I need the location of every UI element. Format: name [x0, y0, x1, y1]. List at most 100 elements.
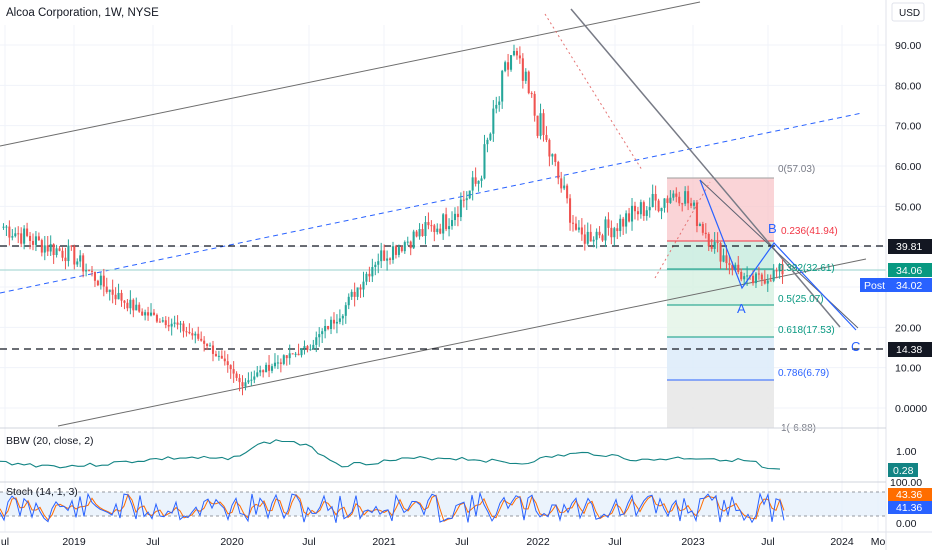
candle-body: [580, 227, 583, 235]
candle-body: [492, 108, 495, 134]
candle-body: [477, 180, 480, 184]
candle-body: [430, 225, 433, 227]
candle-body: [698, 223, 701, 226]
candle-body: [70, 245, 73, 247]
time-label: 2022: [526, 536, 550, 548]
candle-body: [93, 271, 96, 281]
candle-body: [138, 304, 141, 312]
candle-body: [102, 275, 105, 287]
candle-body: [692, 202, 696, 206]
candle-body: [465, 198, 468, 201]
candle-body: [185, 331, 188, 333]
time-label: 2024: [830, 536, 854, 548]
candle-body: [622, 218, 625, 227]
candle-body: [521, 58, 524, 81]
channel-midline[interactable]: [0, 112, 863, 294]
time-axis[interactable]: ul 2019 Jul 2020 Jul 2021 Jul 2022 Jul 2023 Jul 202…: [0, 531, 932, 548]
candle-body: [117, 292, 120, 300]
candle-body: [554, 154, 557, 162]
candle-body: [20, 233, 23, 244]
candle-body: [194, 333, 197, 336]
candle-body: [43, 245, 46, 253]
candle-body: [666, 198, 669, 203]
candle-body: [545, 134, 548, 140]
candle-body: [601, 235, 604, 241]
time-label: Jul: [455, 536, 468, 548]
candle-body: [211, 345, 215, 354]
price-tick: 50.00: [895, 201, 921, 213]
candle-body: [324, 326, 327, 332]
candle-body: [769, 280, 772, 282]
candle-body: [701, 223, 704, 233]
chart-title: Alcoa Corporation, 1W, NYSE: [6, 7, 159, 19]
stoch-k-badge: 41.36: [896, 502, 922, 514]
resistance-badge: 39.81: [896, 241, 922, 253]
candle-body: [338, 318, 341, 322]
candle-body: [152, 312, 156, 315]
candle-body: [250, 379, 253, 381]
candle-body: [386, 258, 389, 261]
stoch-tick-100: 100.00: [890, 477, 922, 489]
candle-body: [155, 314, 158, 322]
candle-body: [285, 355, 288, 359]
candle-body: [589, 231, 592, 242]
candle-body: [415, 231, 418, 237]
descending-trendline[interactable]: [570, 8, 841, 328]
candle-body: [90, 270, 94, 272]
candle-body: [684, 191, 687, 204]
candle-body: [99, 275, 102, 286]
candle-body: [37, 236, 40, 241]
candle-body: [374, 264, 377, 268]
currency-label[interactable]: USD: [899, 8, 920, 19]
candle-body: [362, 281, 365, 290]
bbw-title: BBW (20, close, 2): [6, 435, 94, 447]
candle-body: [132, 299, 135, 311]
candle-body: [486, 139, 489, 145]
candle-body: [619, 218, 622, 232]
candle-body: [176, 322, 179, 325]
candle-body: [329, 319, 333, 329]
candle-body: [49, 244, 52, 252]
candle-body: [394, 246, 397, 255]
candle-body: [182, 323, 185, 332]
candle-body: [88, 270, 91, 272]
fib-level-0382: 0.382(32.61): [778, 263, 835, 274]
candle-body: [229, 365, 232, 370]
fib-level-0618: 0.618(17.53): [778, 325, 835, 336]
candle-body: [220, 355, 223, 359]
candle-body: [356, 287, 359, 297]
candle-body: [560, 178, 563, 189]
fib-retracement[interactable]: [667, 177, 774, 428]
candle-body: [226, 361, 229, 366]
candle-body: [318, 334, 321, 338]
candle-body: [144, 312, 147, 316]
candle-body: [353, 291, 356, 297]
candle-body: [569, 198, 572, 223]
candle-body: [235, 373, 238, 378]
abc-pattern[interactable]: [699, 179, 857, 331]
candle-body: [427, 222, 430, 226]
candle-body: [67, 245, 70, 262]
candle-body: [657, 200, 660, 212]
candle-body: [241, 382, 244, 387]
price-tick: 80.00: [895, 80, 921, 92]
time-label: 2021: [372, 536, 396, 548]
candle-body: [46, 245, 49, 252]
candle-body: [592, 239, 595, 242]
price-tick: 60.00: [895, 161, 921, 173]
candle-body: [14, 233, 17, 237]
candle-body: [719, 243, 722, 262]
candle-body: [630, 205, 634, 222]
candle-body: [636, 211, 639, 215]
candle-body: [262, 370, 265, 373]
post-market-badge: 34.02: [896, 280, 922, 292]
last-price-badge: 34.06: [896, 265, 922, 277]
fib-level-0236: 0.236(41.94): [781, 226, 838, 237]
candle-body: [206, 343, 209, 347]
trend-channel[interactable]: [0, 1, 867, 427]
candle-body: [268, 364, 271, 371]
candle-body: [613, 228, 616, 238]
candle-body: [628, 213, 631, 222]
candle-body: [61, 250, 64, 258]
candle-body: [566, 185, 569, 199]
